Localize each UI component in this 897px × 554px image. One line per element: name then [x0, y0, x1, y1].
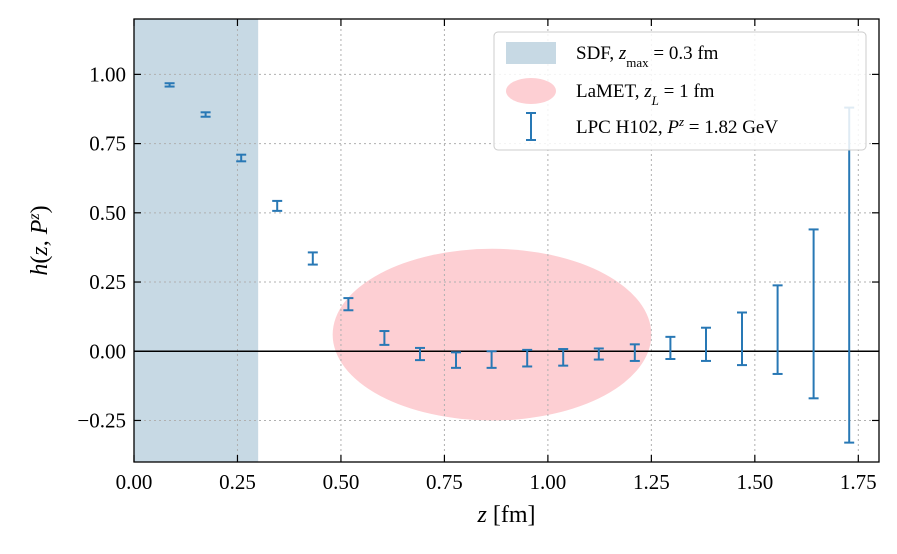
legend-swatch-sdf — [506, 42, 556, 64]
x-tick-label: 0.75 — [426, 470, 463, 494]
x-tick-label: 1.00 — [530, 470, 567, 494]
plot-frame — [133, 18, 880, 463]
data-point — [629, 343, 640, 362]
y-tick-label: 0.25 — [89, 270, 126, 294]
data-point — [593, 347, 604, 361]
data-point — [379, 330, 390, 346]
y-tick-label: 0.75 — [89, 132, 126, 156]
x-tick-label: 0.25 — [219, 470, 256, 494]
sdf-band — [134, 19, 259, 462]
data-point — [808, 228, 819, 400]
legend-item: LPC H102, Pz = 1.82 GeV — [526, 112, 778, 141]
legend-item: SDF, zmax = 0.3 fm — [506, 42, 719, 70]
legend-label: SDF, zmax = 0.3 fm — [576, 43, 719, 70]
legend-box — [493, 31, 867, 151]
data-point — [343, 297, 354, 312]
data-point — [844, 106, 855, 444]
legend-swatch-lamet — [506, 78, 556, 104]
data-point — [522, 348, 533, 368]
y-tick-label: 1.00 — [89, 62, 126, 86]
legend-item: LaMET, zL = 1 fm — [506, 78, 715, 108]
y-tick-label: −0.25 — [77, 408, 126, 432]
data-point — [200, 111, 211, 118]
legend-label: LPC H102, Pz = 1.82 GeV — [576, 114, 778, 139]
y-tick-label: 0.50 — [89, 201, 126, 225]
x-tick-label: 1.75 — [840, 470, 877, 494]
data-point — [451, 351, 462, 369]
legend-label: LaMET, zL = 1 fm — [576, 81, 715, 108]
data-point — [772, 284, 783, 375]
x-tick-label: 0.50 — [323, 470, 360, 494]
data-point — [737, 311, 748, 367]
x-tick-label: 1.50 — [736, 470, 773, 494]
x-axis-title: z [fm] — [476, 502, 535, 528]
data-point — [665, 335, 676, 361]
data-point — [414, 346, 425, 362]
data-point — [486, 350, 497, 369]
data-point — [558, 348, 569, 367]
lamet-ellipse — [332, 248, 652, 421]
y-axis-title: h(z, Pz) — [26, 205, 54, 275]
y-tick-label: 0.00 — [89, 339, 126, 363]
data-point — [164, 82, 175, 88]
data-point — [700, 326, 711, 362]
x-tick-label: 0.00 — [116, 470, 153, 494]
data-point — [307, 251, 318, 266]
data-point — [236, 153, 247, 163]
data-point — [272, 199, 283, 212]
x-tick-label: 1.25 — [633, 470, 670, 494]
